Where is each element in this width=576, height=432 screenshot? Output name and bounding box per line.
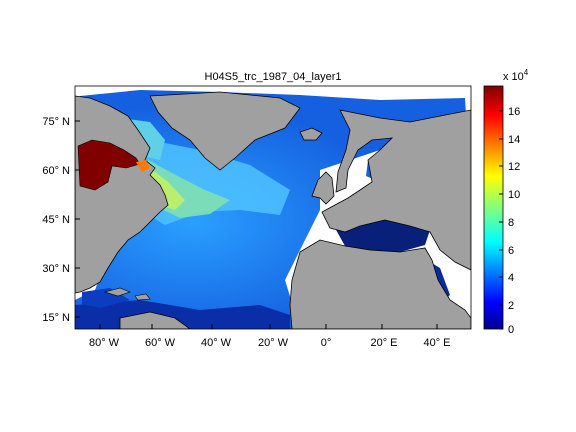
hudson-bay-region xyxy=(77,139,141,191)
greenland-land xyxy=(149,91,301,171)
colorbar-tick-label: 12 xyxy=(508,161,520,173)
lon-tick-label: 40° W xyxy=(201,337,232,349)
colorbar: x 104 16 14 12 10 8 6 4 2 0 xyxy=(483,68,529,336)
lat-tick-label: 15° N xyxy=(42,312,70,324)
colorbar-tick-label: 4 xyxy=(508,272,514,284)
lon-tick-label: 40° E xyxy=(423,337,450,349)
colorbar-tick-label: 8 xyxy=(508,217,514,229)
british-isles-land xyxy=(311,171,335,205)
colorbar-tick-label: 0 xyxy=(508,324,514,336)
lon-tick-label: 0° xyxy=(321,337,332,349)
caribbean-islands xyxy=(103,287,151,301)
south-america-land xyxy=(119,311,191,329)
eurasia-land xyxy=(321,109,471,271)
colorbar-multiplier: x 104 xyxy=(503,68,529,83)
lat-tick-label: 30° N xyxy=(42,263,70,275)
lon-tick-label: 20° W xyxy=(258,337,289,349)
latitude-axis: 75° N 60° N 45° N 30° N 15° N xyxy=(42,116,80,324)
lon-tick-label: 60° W xyxy=(145,337,176,349)
hudson-strait-hotspot xyxy=(136,160,150,172)
plot-title: H04S5_trc_1987_04_layer1 xyxy=(205,71,342,83)
lat-tick-label: 60° N xyxy=(42,165,70,177)
iceland-land xyxy=(299,127,323,141)
colorbar-tick-label: 2 xyxy=(508,300,514,312)
africa-land xyxy=(289,239,471,329)
map-frame xyxy=(74,85,472,330)
map-panel xyxy=(75,86,471,329)
lon-tick-label: 80° W xyxy=(89,337,120,349)
colorbar-tick-label: 6 xyxy=(508,245,514,257)
lat-tick-label: 45° N xyxy=(42,214,70,226)
lat-tick-label: 75° N xyxy=(42,116,70,128)
colorbar-tick-label: 16 xyxy=(508,106,520,118)
colorbar-scale xyxy=(483,85,504,330)
longitude-axis: 80° W 60° W 40° W 20° W 0° 20° E 40° E xyxy=(89,324,451,349)
lon-tick-label: 20° E xyxy=(370,337,397,349)
colorbar-tick-label: 10 xyxy=(508,189,520,201)
colorbar-tick-label: 14 xyxy=(508,134,520,146)
